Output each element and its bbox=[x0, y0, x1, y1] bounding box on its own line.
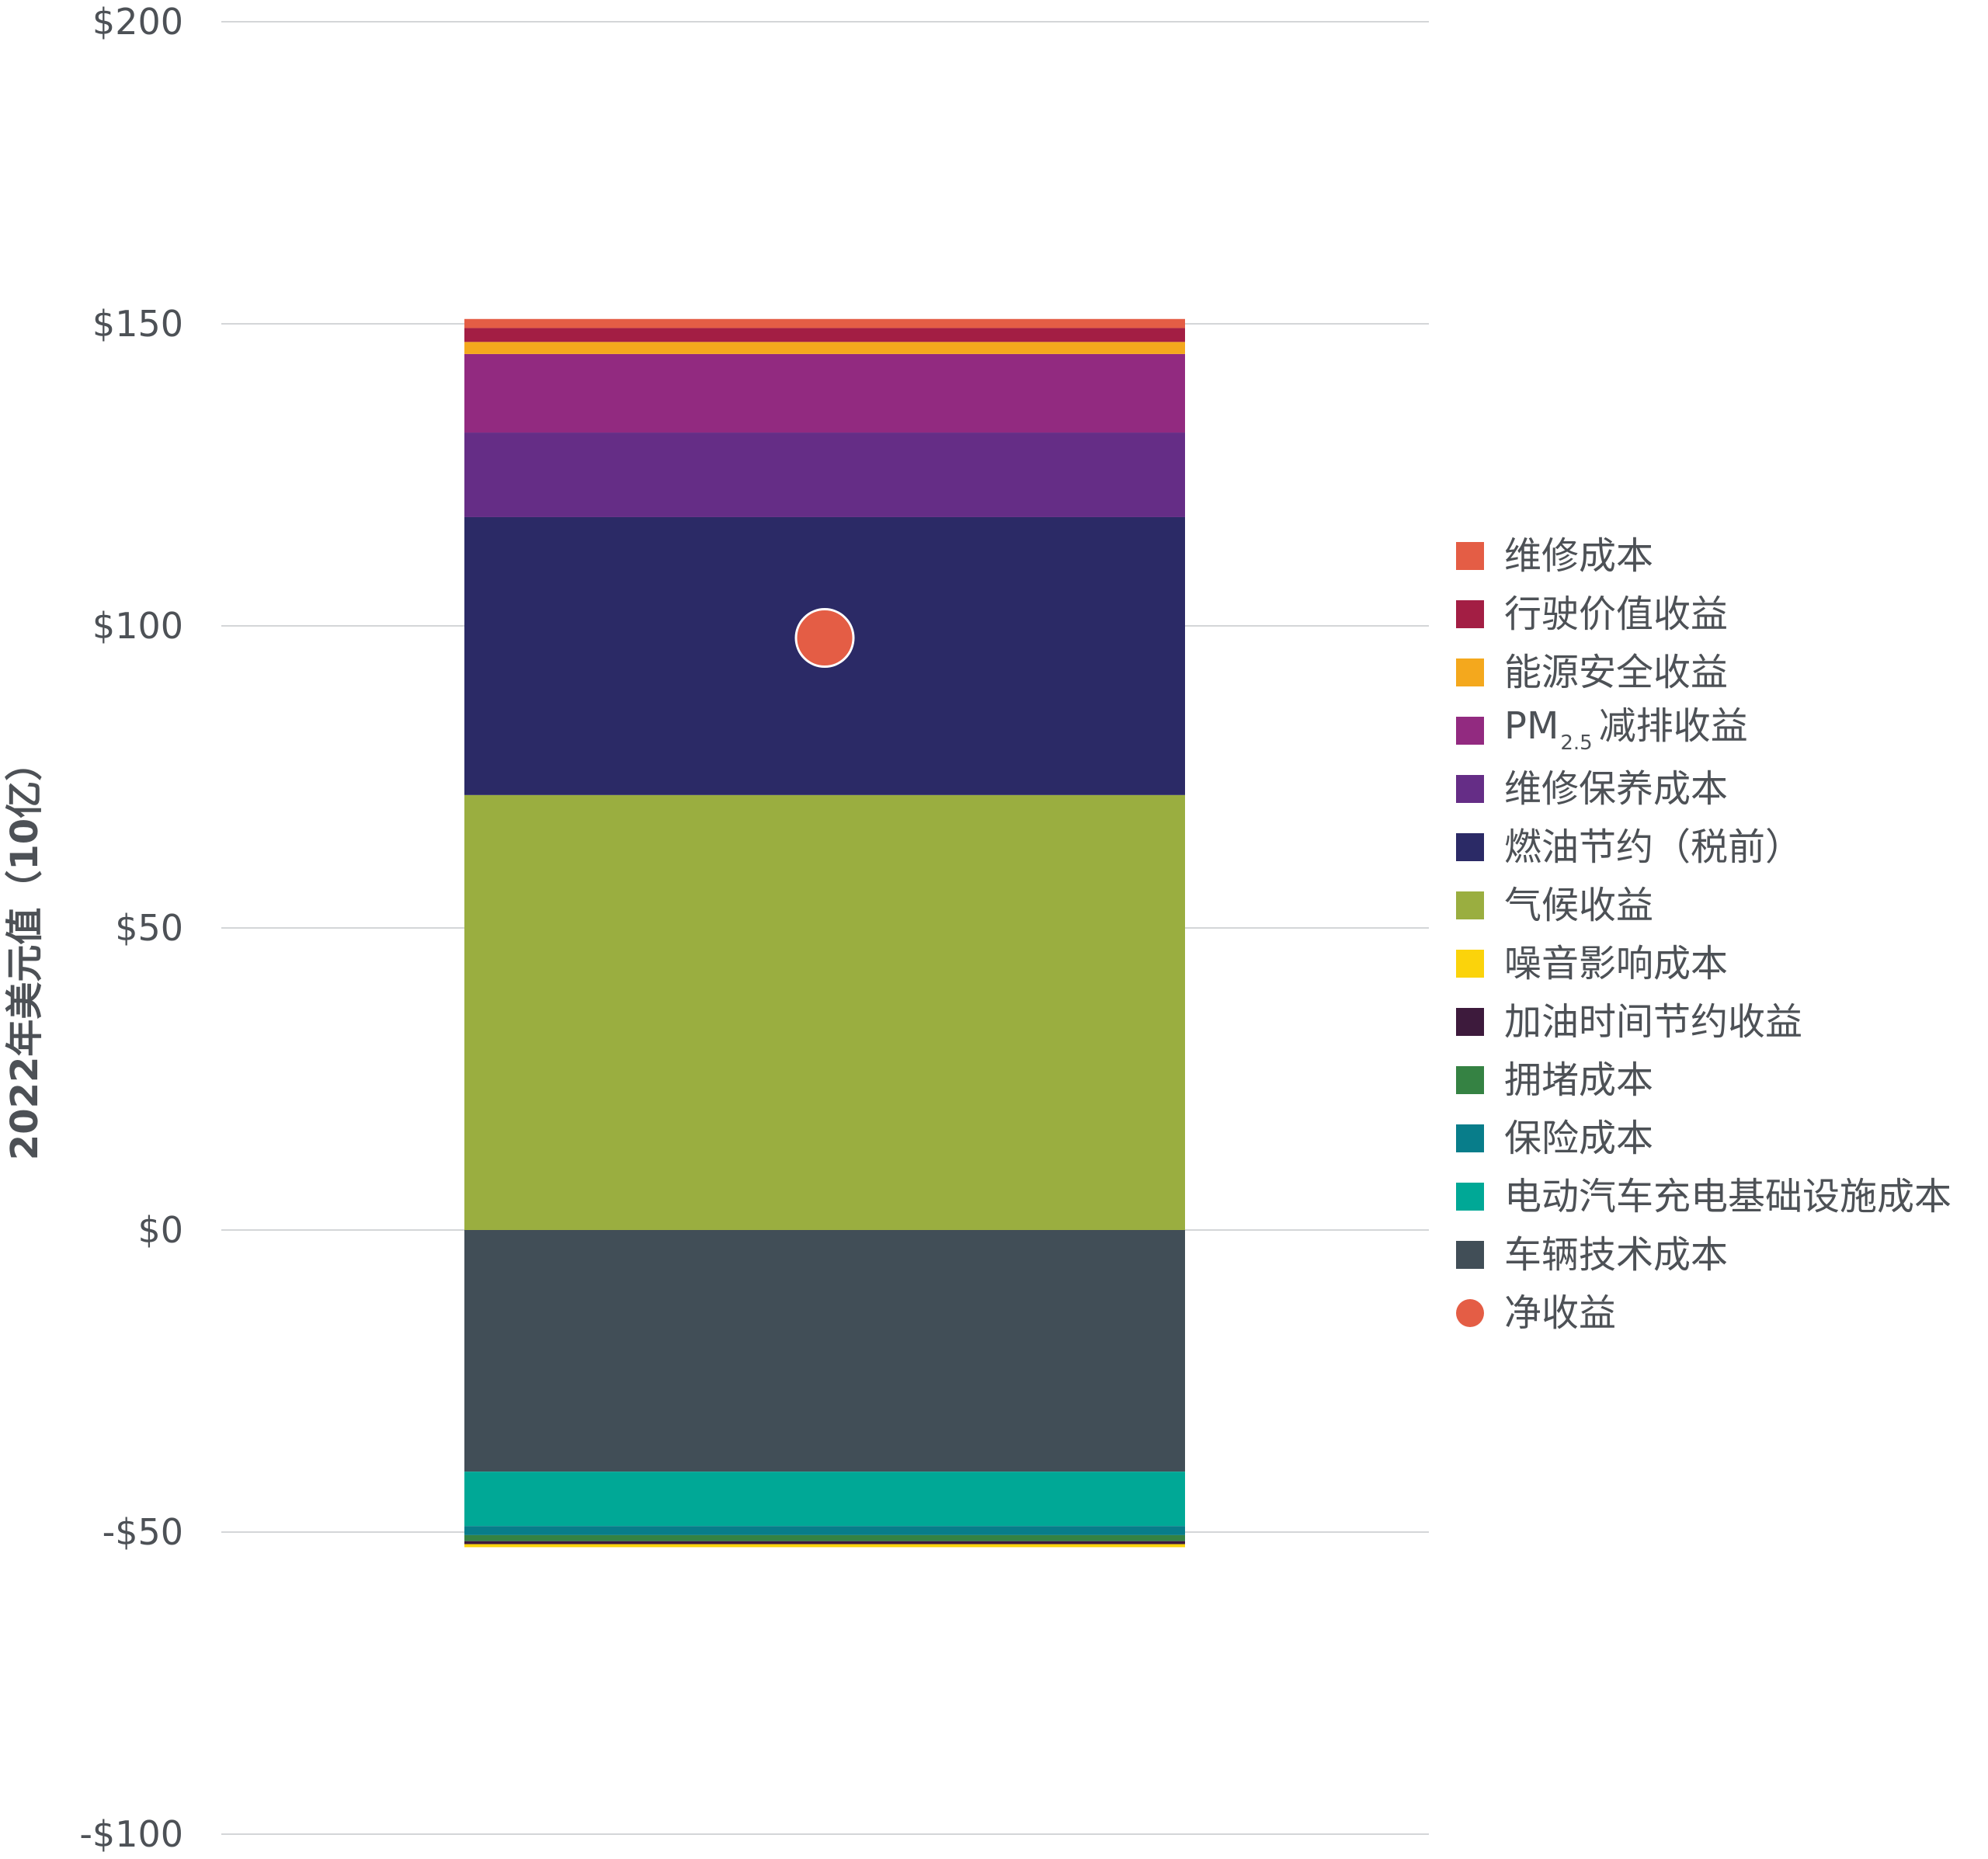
legend-label: 维修保养成本 bbox=[1504, 770, 1728, 808]
legend-label-text: 行驶价值收益 bbox=[1504, 592, 1729, 636]
legend-item-service: 维修保养成本 bbox=[1456, 759, 1952, 818]
legend-label: 拥堵成本 bbox=[1504, 1062, 1653, 1099]
legend-item-climate: 气候收益 bbox=[1456, 876, 1952, 934]
y-tick-label: -$50 bbox=[103, 1511, 183, 1553]
bar-segment-tech bbox=[464, 1230, 1185, 1472]
bar-segment-service bbox=[464, 433, 1185, 517]
bar-segment-energy bbox=[464, 342, 1185, 354]
legend-label-subscript: 2.5 bbox=[1560, 731, 1593, 755]
legend-label-text: 气候收益 bbox=[1504, 883, 1654, 927]
legend-dot-swatch bbox=[1456, 1298, 1484, 1327]
legend-label: 车辆技术成本 bbox=[1504, 1236, 1728, 1274]
legend-swatch bbox=[1456, 891, 1484, 919]
legend-swatch bbox=[1456, 1182, 1484, 1211]
bar-segment-pm bbox=[464, 353, 1185, 433]
net-marker-layer bbox=[794, 608, 855, 669]
bar-segment-insurance bbox=[464, 1526, 1185, 1535]
legend-label-text: 加油时间节约收益 bbox=[1504, 999, 1803, 1044]
legend-swatch bbox=[1456, 1007, 1484, 1036]
y-tick-label: $0 bbox=[137, 1209, 183, 1251]
legend-label: 加油时间节约收益 bbox=[1504, 1003, 1802, 1041]
legend-label-text: 能源安全收益 bbox=[1504, 650, 1729, 694]
legend-label: PM2.5 减排收益 bbox=[1504, 707, 1748, 753]
bar-segment-congestion bbox=[464, 1534, 1185, 1541]
legend-label: 气候收益 bbox=[1504, 887, 1653, 924]
legend-label: 行驶价值收益 bbox=[1504, 596, 1728, 633]
legend-item-noise: 噪音影响成本 bbox=[1456, 934, 1952, 992]
legend-label-text: 噪音影响成本 bbox=[1504, 941, 1729, 985]
legend-label-text: 保险成本 bbox=[1504, 1116, 1654, 1160]
legend-item-energy: 能源安全收益 bbox=[1456, 643, 1952, 701]
net-benefit-marker bbox=[794, 608, 855, 669]
y-tick-label: $50 bbox=[115, 907, 183, 949]
legend-label-text: 净收益 bbox=[1504, 1291, 1617, 1335]
legend-label: 维修成本 bbox=[1504, 537, 1653, 575]
y-tick-label: -$100 bbox=[79, 1813, 183, 1855]
legend-label: 净收益 bbox=[1504, 1294, 1616, 1332]
legend-label: 保险成本 bbox=[1504, 1120, 1653, 1157]
legend-item-net: 净收益 bbox=[1456, 1284, 1952, 1342]
bar-stack bbox=[464, 318, 1185, 1548]
legend-item-insurance: 保险成本 bbox=[1456, 1109, 1952, 1167]
bar-segment-climate bbox=[464, 794, 1185, 1230]
legend-swatch bbox=[1456, 658, 1484, 686]
legend-item-refuel: 加油时间节约收益 bbox=[1456, 992, 1952, 1051]
legend-label: 能源安全收益 bbox=[1504, 654, 1728, 691]
legend-item-congestion: 拥堵成本 bbox=[1456, 1051, 1952, 1109]
y-tick-label: $100 bbox=[92, 605, 183, 647]
legend-swatch bbox=[1456, 1240, 1484, 1269]
legend-swatch bbox=[1456, 949, 1484, 978]
legend-swatch bbox=[1456, 774, 1484, 803]
legend-label-text: 拥堵成本 bbox=[1504, 1058, 1654, 1102]
y-axis-title: 2022年美元值（10亿） bbox=[3, 744, 47, 1160]
bar-segment-drive bbox=[464, 328, 1185, 342]
legend-label: 噪音影响成本 bbox=[1504, 945, 1728, 982]
legend-item-drive: 行驶价值收益 bbox=[1456, 585, 1952, 643]
legend-item-tech: 车辆技术成本 bbox=[1456, 1225, 1952, 1284]
y-tick-label: $150 bbox=[92, 303, 183, 345]
legend-label-text: 维修成本 bbox=[1504, 533, 1654, 578]
legend-item-fuel: 燃油节约（税前） bbox=[1456, 818, 1952, 876]
legend-swatch bbox=[1456, 1124, 1484, 1152]
legend-swatch bbox=[1456, 1065, 1484, 1094]
legend-swatch bbox=[1456, 599, 1484, 628]
legend-label: 燃油节约（税前） bbox=[1504, 829, 1802, 866]
legend-label-text: 车辆技术成本 bbox=[1504, 1232, 1729, 1277]
legend: 维修成本行驶价值收益 能源安全收益 PM2.5 减排收益维修保养成本燃油节约（税前） 气… bbox=[1456, 526, 1952, 1342]
legend-item-charging: 电动汽车充电基础设施成本 bbox=[1456, 1167, 1952, 1225]
legend-swatch bbox=[1456, 716, 1484, 745]
legend-label-suffix: 减排收益 bbox=[1598, 704, 1748, 748]
legend-label-text: 燃油节约（税前） bbox=[1504, 825, 1803, 869]
legend-label-text: 维修保养成本 bbox=[1504, 766, 1729, 811]
bar-segment-refuel bbox=[464, 1541, 1185, 1545]
y-tick-label: $200 bbox=[92, 1, 183, 43]
bar-segment-maint bbox=[464, 318, 1185, 328]
legend-item-maint: 维修成本 bbox=[1456, 526, 1952, 585]
legend-label-text: PM bbox=[1504, 704, 1559, 748]
legend-label-text: 电动汽车充电基础设施成本 bbox=[1504, 1174, 1952, 1218]
y-axis-tick-labels: $200 $150 $100 $50 $0 -$50 -$100 bbox=[79, 1, 183, 1855]
bar-segment-charging bbox=[464, 1472, 1185, 1527]
legend-item-pm: PM2.5 减排收益 bbox=[1456, 701, 1952, 759]
bar-segment-noise bbox=[464, 1544, 1185, 1548]
legend-swatch bbox=[1456, 541, 1484, 570]
legend-label: 电动汽车充电基础设施成本 bbox=[1504, 1178, 1952, 1215]
legend-swatch bbox=[1456, 832, 1484, 861]
